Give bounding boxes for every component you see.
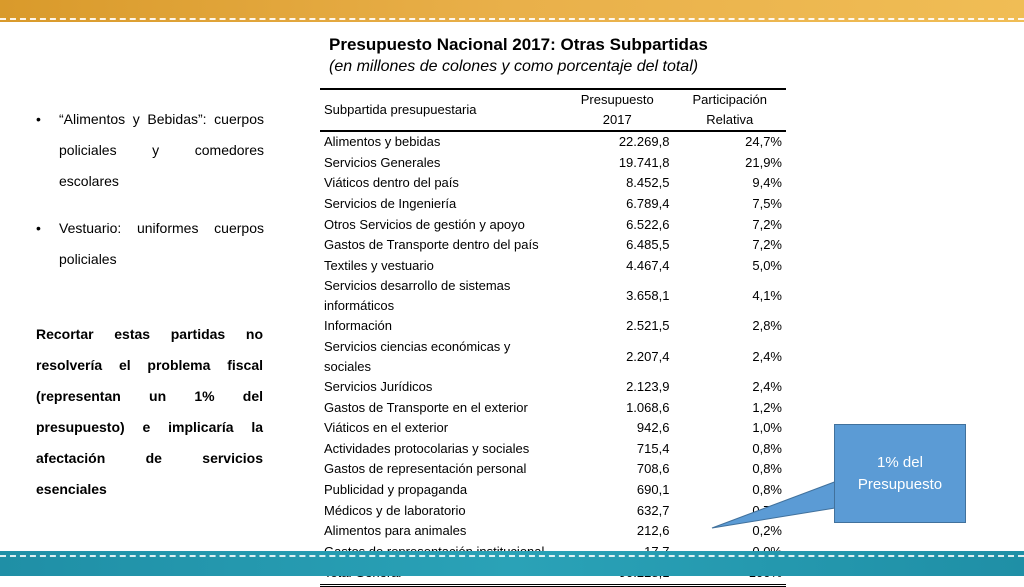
row-presupuesto: 22.269,8 — [618, 134, 670, 150]
row-participacion: 4,1% — [752, 288, 782, 304]
bottom-stitch-line — [0, 555, 1024, 557]
row-presupuesto: 632,7 — [636, 502, 670, 518]
row-presupuesto: 690,1 — [636, 482, 670, 498]
table-row: Actividades protocolarias y sociales 715,… — [320, 439, 786, 460]
header-presupuesto: Presupuesto 2017 — [561, 88, 674, 132]
row-subpartida: Servicios Generales — [324, 154, 441, 170]
row-presupuesto: 715,4 — [636, 440, 670, 456]
table-row: Servicios Jurídicos 2.123,9 2,4% — [320, 377, 786, 398]
header-presupuesto-line2: 2017 — [602, 112, 632, 127]
row-participacion: 7,2% — [752, 237, 782, 253]
row-presupuesto: 2.207,4 — [626, 348, 670, 364]
row-subpartida: Gastos de Transporte dentro del país — [324, 237, 539, 253]
row-participacion: 1,2% — [752, 399, 782, 415]
table-row: Servicios ciencias económicas y sociales… — [320, 337, 786, 377]
table-row: Gastos de Transporte dentro del país 6.48… — [320, 235, 786, 256]
row-participacion: 21,9% — [745, 154, 782, 170]
bullet-item: “Alimentos y Bebidas”: cuerpos policiale… — [36, 104, 264, 197]
row-subpartida: Alimentos para animales — [324, 523, 467, 539]
conclusion-paragraph: Recortar estas partidas no resolvería el… — [36, 326, 263, 497]
row-subpartida: Gastos de Transporte en el exterior — [324, 399, 528, 415]
header-presupuesto-line1: Presupuesto — [580, 92, 654, 107]
header-participacion: Participación Relativa — [673, 88, 786, 132]
row-participacion: 2,8% — [752, 318, 782, 334]
row-presupuesto: 6.485,5 — [626, 237, 670, 253]
row-participacion: 2,4% — [752, 379, 782, 395]
row-presupuesto: 19.741,8 — [618, 154, 670, 170]
row-subpartida: Información — [324, 318, 392, 334]
top-stitch-line — [0, 18, 1024, 20]
row-subpartida: Gastos de representación personal — [324, 461, 527, 477]
row-presupuesto: 942,6 — [636, 420, 670, 436]
row-presupuesto: 8.452,5 — [626, 175, 670, 191]
table-row: Gastos de Transporte en el exterior 1.068… — [320, 397, 786, 418]
row-participacion: 0,8% — [752, 482, 782, 498]
row-subpartida: Alimentos y bebidas — [324, 134, 441, 150]
table-row: Otros Servicios de gestión y apoyo 6.522,… — [320, 214, 786, 235]
row-presupuesto: 708,6 — [636, 461, 670, 477]
table-row: Viáticos en el exterior 942,6 1,0% — [320, 418, 786, 439]
table-row: Servicios desarrollo de sistemas informá… — [320, 276, 786, 316]
bullet-item: Vestuario: uniformes cuerpos policiales — [36, 213, 264, 275]
top-decorative-band — [0, 0, 1024, 22]
row-subpartida: Otros Servicios de gestión y apoyo — [324, 216, 525, 232]
table-row: Alimentos y bebidas 22.269,8 24,7% — [320, 131, 786, 153]
header-participacion-line1: Participación — [692, 92, 767, 107]
table-row: Gastos de representación personal 708,6 0,… — [320, 459, 786, 480]
row-participacion: 9,4% — [752, 175, 782, 191]
slide-title: Presupuesto Nacional 2017: Otras Subpart… — [329, 35, 708, 54]
callout-box: 1% del Presupuesto — [834, 424, 966, 523]
row-participacion: 0,8% — [752, 440, 782, 456]
bullet-list: “Alimentos y Bebidas”: cuerpos policiale… — [36, 104, 264, 275]
slide-subtitle: (en millones de colones y como porcentaj… — [329, 58, 699, 75]
row-presupuesto: 1.068,6 — [626, 399, 670, 415]
table-row: Alimentos para animales 212,6 0,2% — [320, 521, 786, 542]
table-row: Viáticos dentro del país 8.452,5 9,4% — [320, 173, 786, 194]
row-presupuesto: 3.658,1 — [626, 288, 670, 304]
row-participacion: 0,2% — [752, 523, 782, 539]
row-subpartida: Servicios desarrollo de sistemas informá… — [324, 278, 511, 314]
row-subpartida: Servicios ciencias económicas y sociales — [324, 338, 511, 374]
row-participacion: 7,2% — [752, 216, 782, 232]
row-presupuesto: 6.522,6 — [626, 216, 670, 232]
row-subpartida: Actividades protocolarias y sociales — [324, 440, 530, 456]
row-presupuesto: 2.521,5 — [626, 318, 670, 334]
header-participacion-line2: Relativa — [706, 112, 754, 127]
row-participacion: 7,5% — [752, 196, 782, 212]
table-row: Textiles y vestuario 4.467,4 5,0% — [320, 256, 786, 277]
row-subpartida: Servicios de Ingeniería — [324, 196, 457, 212]
row-participacion: 1,0% — [752, 420, 782, 436]
row-participacion: 24,7% — [745, 134, 782, 150]
row-subpartida: Publicidad y propaganda — [324, 482, 468, 498]
row-subpartida: Viáticos dentro del país — [324, 175, 459, 191]
header-subpartida: Subpartida presupuestaria — [320, 88, 562, 132]
row-presupuesto: 212,6 — [636, 523, 670, 539]
row-subpartida: Servicios Jurídicos — [324, 379, 433, 395]
row-subpartida: Médicos y de laboratorio — [324, 502, 466, 518]
row-subpartida: Viáticos en el exterior — [324, 420, 449, 436]
callout-line2: Presupuesto — [857, 475, 943, 493]
callout-line1: 1% del — [877, 453, 923, 471]
row-presupuesto: 2.123,9 — [626, 379, 670, 395]
table-row: Información 2.521,5 2,8% — [320, 316, 786, 337]
table-row: Publicidad y propaganda 690,1 0,8% — [320, 480, 786, 501]
row-participacion: 0,8% — [752, 461, 782, 477]
row-presupuesto: 4.467,4 — [626, 257, 670, 273]
row-participacion: 5,0% — [752, 257, 782, 273]
table-row: Servicios de Ingeniería 6.789,4 7,5% — [320, 194, 786, 215]
table-row: Servicios Generales 19.741,8 21,9% — [320, 153, 786, 174]
row-subpartida: Textiles y vestuario — [324, 257, 434, 273]
row-participacion: 2,4% — [752, 348, 782, 364]
table-header-row: Subpartida presupuestaria Presupuesto 20… — [320, 88, 786, 132]
row-presupuesto: 6.789,4 — [626, 196, 670, 212]
